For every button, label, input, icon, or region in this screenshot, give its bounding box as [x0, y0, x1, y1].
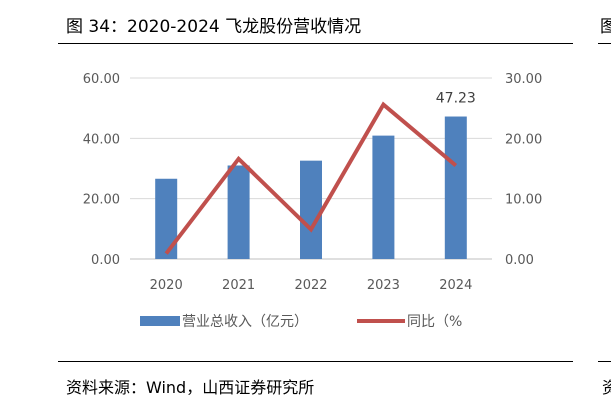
adjacent-source-fragment: 资 — [602, 378, 611, 397]
revenue-bars — [155, 116, 467, 260]
right-tick-label: 10.00 — [505, 193, 542, 208]
right-tick-label: 0.00 — [505, 253, 534, 268]
left-axis-ticks: 0.00 20.00 40.00 60.00 — [83, 72, 120, 268]
x-tick-label: 2024 — [439, 278, 472, 293]
legend-label-line: 同比（% — [407, 314, 462, 330]
revenue-bar-2021 — [227, 165, 250, 259]
right-tick-label: 30.00 — [505, 72, 542, 87]
right-tick-label: 20.00 — [505, 132, 542, 147]
x-tick-label: 2023 — [367, 278, 400, 293]
x-tick-label: 2021 — [222, 278, 255, 293]
legend-swatch-bar — [140, 316, 180, 326]
right-axis-ticks: 0.00 10.00 20.00 30.00 — [505, 72, 542, 268]
top-rule-right-fragment — [598, 43, 611, 44]
data-labels: 47.23 — [436, 91, 476, 107]
left-tick-label: 20.00 — [83, 193, 120, 208]
x-tick-label: 2022 — [294, 278, 327, 293]
figure-title: 图 34：2020-2024 飞龙股份营收情况 — [66, 17, 362, 37]
top-rule — [58, 43, 573, 44]
growth-line — [164, 101, 458, 255]
legend-label-bar: 营业总收入（亿元） — [182, 314, 308, 330]
revenue-bar-2022 — [300, 160, 322, 259]
revenue-bar-2024 — [444, 116, 467, 260]
legend: 营业总收入（亿元） 同比（% — [140, 314, 462, 330]
data-label: 47.23 — [436, 91, 476, 107]
revenue-bar-2020 — [155, 178, 178, 259]
left-tick-label: 60.00 — [83, 72, 120, 87]
x-axis-ticks: 2020 2021 2022 2023 2024 — [150, 278, 473, 293]
adjacent-figure-title-fragment: 图 — [600, 17, 611, 37]
bottom-rule-right-fragment — [598, 361, 611, 362]
left-tick-label: 0.00 — [91, 253, 120, 268]
x-tick-label: 2020 — [150, 278, 183, 293]
bottom-rule — [58, 361, 573, 362]
source-note: 资料来源：Wind，山西证券研究所 — [66, 378, 315, 397]
left-tick-label: 40.00 — [83, 132, 120, 147]
revenue-bar-2023 — [372, 135, 395, 259]
